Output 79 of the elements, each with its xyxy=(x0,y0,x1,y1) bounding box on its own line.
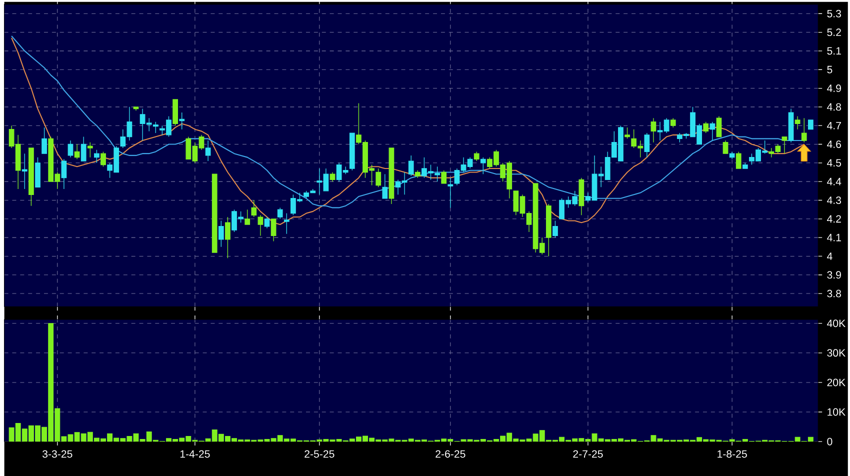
candlestick xyxy=(650,118,656,143)
candlestick xyxy=(100,151,106,167)
candlestick xyxy=(80,136,86,162)
candlestick xyxy=(414,170,420,178)
candlestick xyxy=(716,116,722,137)
y-tick-label: 4 xyxy=(827,252,832,260)
candlestick xyxy=(729,151,735,160)
x-tick-label: 2-6-25 xyxy=(436,450,466,458)
y-tick-label: 30K xyxy=(827,349,846,356)
y-tick-label: 4.6 xyxy=(827,140,842,148)
x-tick-label: 1-8-25 xyxy=(718,450,747,458)
candlestick xyxy=(376,168,382,188)
y-tick-label: 4.1 xyxy=(827,234,841,242)
candlestick xyxy=(68,140,74,158)
candlestick xyxy=(441,170,447,184)
y-tick-label: 5.3 xyxy=(827,10,842,18)
candlestick xyxy=(552,220,558,238)
candlestick xyxy=(28,148,34,206)
candlestick xyxy=(258,214,264,236)
candlestick xyxy=(74,144,80,160)
candlestick xyxy=(710,121,716,141)
candlestick xyxy=(330,172,336,182)
candlestick xyxy=(172,98,178,126)
candlestick xyxy=(225,216,230,258)
x-tick-label: 2-5-25 xyxy=(304,450,334,458)
y-tick-label: 4.5 xyxy=(827,159,842,166)
candlestick xyxy=(474,151,480,162)
y-tick-label: 5 xyxy=(827,66,832,74)
candlestick xyxy=(61,158,67,190)
candlestick xyxy=(782,136,788,154)
candlestick xyxy=(794,116,800,130)
candlestick xyxy=(578,177,584,216)
y-tick-label: 4.8 xyxy=(827,103,842,111)
x-tick-label: 1-4-25 xyxy=(180,450,210,458)
candlestick xyxy=(244,209,250,225)
y-tick-label: 0 xyxy=(827,438,832,446)
y-tick-label: 3.8 xyxy=(827,290,842,298)
candlestick xyxy=(42,126,47,154)
x-tick-label: 3-3-25 xyxy=(42,450,72,458)
candlestick xyxy=(270,218,276,242)
candlestick xyxy=(205,140,211,162)
y-tick-label: 4.3 xyxy=(827,196,842,204)
candlestick xyxy=(742,162,748,169)
candlestick xyxy=(703,121,709,134)
candlestick xyxy=(736,151,742,169)
candlestick xyxy=(35,156,40,188)
candlestick xyxy=(788,108,794,143)
candlestick xyxy=(218,220,224,248)
x-tick-label: 2-7-25 xyxy=(573,450,603,458)
candlestick xyxy=(277,207,283,220)
candlestick xyxy=(349,132,355,171)
candlestick xyxy=(624,126,630,139)
candlestick xyxy=(388,148,394,204)
candlestick xyxy=(251,200,257,218)
candlestick xyxy=(87,142,93,158)
candlestick xyxy=(94,149,100,164)
candlestick xyxy=(644,132,650,158)
candlestick xyxy=(264,216,270,228)
candlestick xyxy=(722,140,728,154)
y-tick-label: 4.7 xyxy=(827,122,841,130)
candlestick xyxy=(808,120,814,130)
candlestick xyxy=(382,174,388,199)
candlestick xyxy=(670,118,676,128)
candlestick xyxy=(212,174,218,253)
candlestick xyxy=(801,118,807,143)
y-tick-label: 40K xyxy=(827,319,846,327)
y-tick-label: 4.9 xyxy=(827,84,841,92)
y-tick-label: 4.4 xyxy=(827,178,842,186)
candlestick xyxy=(133,106,139,111)
y-tick-label: 3.9 xyxy=(827,270,841,278)
candlestick xyxy=(408,154,414,176)
y-tick-label: 5.1 xyxy=(827,47,841,54)
y-tick-label: 5.2 xyxy=(827,28,841,36)
y-tick-label: 20K xyxy=(827,378,846,386)
candlestick xyxy=(448,177,454,208)
y-tick-label: 10K xyxy=(828,408,846,416)
candlestick xyxy=(284,212,290,234)
y-tick-label: 4.2 xyxy=(827,215,841,222)
candlestick xyxy=(546,203,552,256)
